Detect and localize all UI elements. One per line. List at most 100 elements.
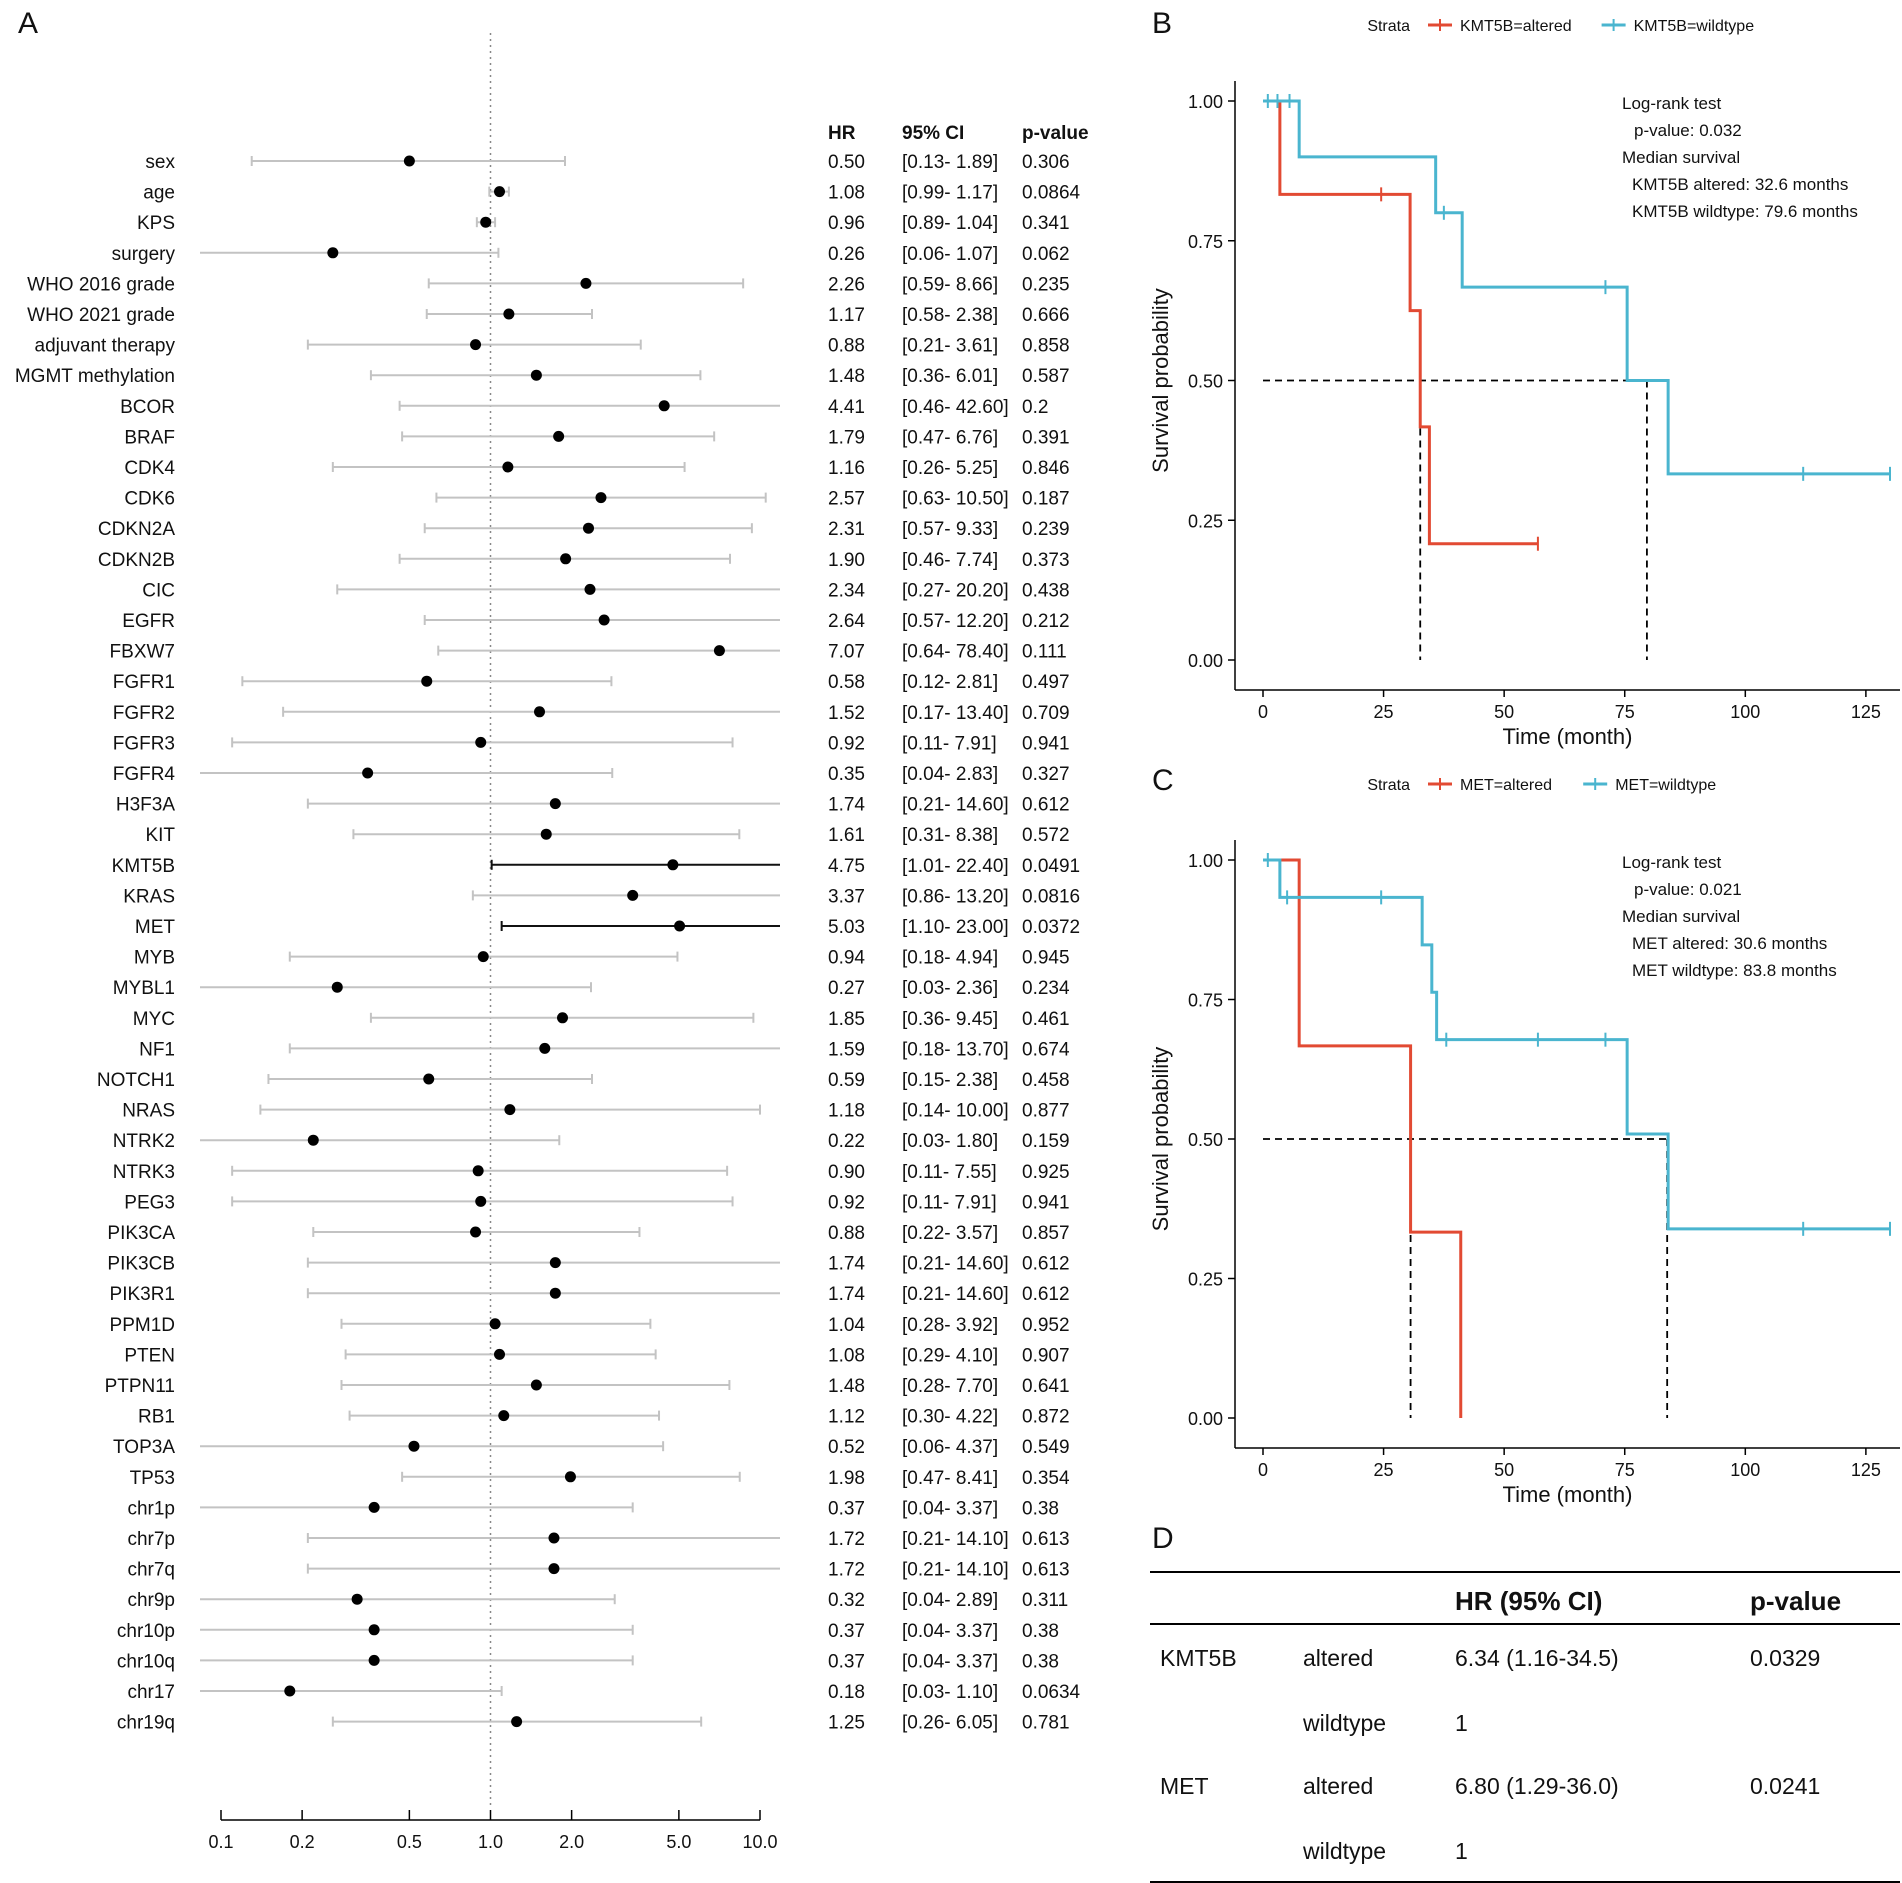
hr-point: [475, 1195, 487, 1207]
forest-hr-value: 1.08: [828, 1345, 865, 1366]
forest-hr-value: 3.37: [828, 886, 865, 907]
table-cell: MET: [1160, 1773, 1209, 1799]
forest-p-value: 0.572: [1022, 825, 1070, 846]
forest-p-value: 0.373: [1022, 550, 1070, 571]
km-b-y-label: Survival probability: [1148, 288, 1173, 473]
hr-point: [548, 1532, 560, 1544]
forest-p-value: 0.945: [1022, 948, 1070, 969]
forest-hr-value: 0.50: [828, 152, 865, 173]
hr-point: [472, 1165, 484, 1177]
km-c-curve: [1263, 858, 1463, 1418]
forest-row-label: PIK3CA: [107, 1223, 175, 1244]
hr-point: [421, 675, 433, 687]
hr-point: [498, 1410, 510, 1422]
forest-p-value: 0.549: [1022, 1437, 1070, 1458]
forest-ci-value: [0.27- 20.20]: [902, 580, 1009, 601]
forest-hr-value: 4.41: [828, 397, 865, 418]
forest-header-ci: 95% CI: [902, 123, 964, 144]
forest-row-label: adjuvant therapy: [35, 336, 176, 357]
forest-row-label: NF1: [139, 1039, 175, 1060]
forest-hr-value: 2.31: [828, 519, 865, 540]
forest-row-label: CDK4: [124, 458, 175, 479]
forest-p-value: 0.0864: [1022, 183, 1081, 204]
hr-point: [477, 951, 489, 963]
forest-ci-value: [1.01- 22.40]: [902, 856, 1009, 877]
forest-hr-value: 1.08: [828, 183, 865, 204]
km-b-legend-label: KMT5B=altered: [1460, 18, 1572, 35]
hr-point: [504, 1104, 516, 1116]
km-b-y-tick-label: 0.00: [1188, 651, 1223, 671]
km-c-annotation-line: Log-rank test: [1622, 853, 1721, 872]
hr-point: [553, 430, 565, 442]
forest-row-label: BRAF: [124, 427, 175, 448]
table-cell: wildtype: [1302, 1710, 1386, 1736]
table-cell: 6.34 (1.16-34.5): [1455, 1645, 1619, 1671]
km-b-annotation-line: Log-rank test: [1622, 94, 1721, 113]
forest-p-value: 0.952: [1022, 1315, 1070, 1336]
forest-p-value: 0.235: [1022, 274, 1070, 295]
km-c-annotation-line: MET altered: 30.6 months: [1632, 934, 1827, 953]
table-cell: wildtype: [1302, 1838, 1386, 1864]
forest-row-label: chr10q: [117, 1651, 175, 1672]
forest-hr-value: 5.03: [828, 917, 865, 938]
forest-ci-value: [0.59- 8.66]: [902, 274, 998, 295]
km-c-curve: [1263, 858, 1890, 1231]
forest-ci-value: [0.47- 8.41]: [902, 1468, 998, 1489]
hr-point: [534, 706, 546, 718]
panel-label-d: D: [1152, 1522, 1174, 1555]
hr-point: [530, 1379, 542, 1391]
forest-row-label: CDKN2A: [98, 519, 175, 540]
forest-ci-value: [0.06- 1.07]: [902, 244, 998, 265]
km-b-annotation-line: p-value: 0.032: [1634, 121, 1742, 140]
forest-ci-value: [0.30- 4.22]: [902, 1407, 998, 1428]
km-b-x-tick-label: 0: [1258, 702, 1268, 722]
km-b-curve: [1263, 99, 1890, 476]
km-b-legend-title: Strata: [1367, 18, 1410, 35]
hr-point: [658, 400, 670, 412]
table-cell: 1: [1455, 1838, 1468, 1864]
forest-row-label: MYC: [133, 1009, 175, 1030]
forest-p-value: 0.187: [1022, 489, 1070, 510]
forest-ci-value: [0.21- 14.10]: [902, 1529, 1009, 1550]
forest-ci-value: [0.29- 4.10]: [902, 1345, 998, 1366]
forest-p-value: 0.306: [1022, 152, 1070, 173]
km-c-x-tick-label: 50: [1494, 1460, 1514, 1480]
forest-ci-value: [0.11- 7.55]: [902, 1162, 997, 1183]
forest-hr-value: 0.35: [828, 764, 865, 785]
forest-p-value: 0.641: [1022, 1376, 1070, 1397]
km-c-x-tick-label: 25: [1374, 1460, 1394, 1480]
forest-row-label: RB1: [138, 1407, 175, 1428]
forest-hr-value: 1.16: [828, 458, 865, 479]
hr-point: [548, 1563, 560, 1575]
forest-p-value: 0.461: [1022, 1009, 1070, 1030]
forest-header-p: p-value: [1022, 123, 1089, 144]
panel-label-a: A: [18, 7, 38, 40]
forest-p-value: 0.212: [1022, 611, 1070, 632]
table-cell: 6.80 (1.29-36.0): [1455, 1773, 1619, 1799]
forest-p-value: 0.341: [1022, 213, 1070, 234]
table-cell: 0.0241: [1750, 1773, 1820, 1799]
km-c-y-tick-label: 0.00: [1188, 1409, 1223, 1429]
hr-point: [494, 1348, 506, 1360]
table-cell: KMT5B: [1160, 1645, 1237, 1671]
forest-row-label: MYBL1: [113, 978, 175, 999]
forest-p-value: 0.0816: [1022, 886, 1080, 907]
forest-x-tick-label: 2.0: [559, 1832, 584, 1852]
forest-p-value: 0.458: [1022, 1070, 1070, 1091]
forest-hr-value: 0.52: [828, 1437, 865, 1458]
forest-hr-value: 0.90: [828, 1162, 865, 1183]
forest-hr-value: 1.74: [828, 1284, 865, 1305]
forest-hr-value: 1.61: [828, 825, 865, 846]
forest-row-label: PTPN11: [105, 1376, 175, 1397]
forest-p-value: 0.858: [1022, 336, 1070, 357]
forest-ci-value: [0.14- 10.00]: [902, 1101, 1009, 1122]
forest-row-label: CDK6: [124, 489, 175, 510]
forest-p-value: 0.159: [1022, 1131, 1070, 1152]
hr-point: [674, 920, 686, 932]
forest-row-label: MGMT methylation: [15, 366, 175, 387]
forest-ci-value: [0.04- 3.37]: [902, 1651, 998, 1672]
forest-row-label: FBXW7: [110, 642, 175, 663]
forest-p-value: 0.234: [1022, 978, 1070, 999]
km-c-legend-label: MET=altered: [1460, 777, 1552, 794]
